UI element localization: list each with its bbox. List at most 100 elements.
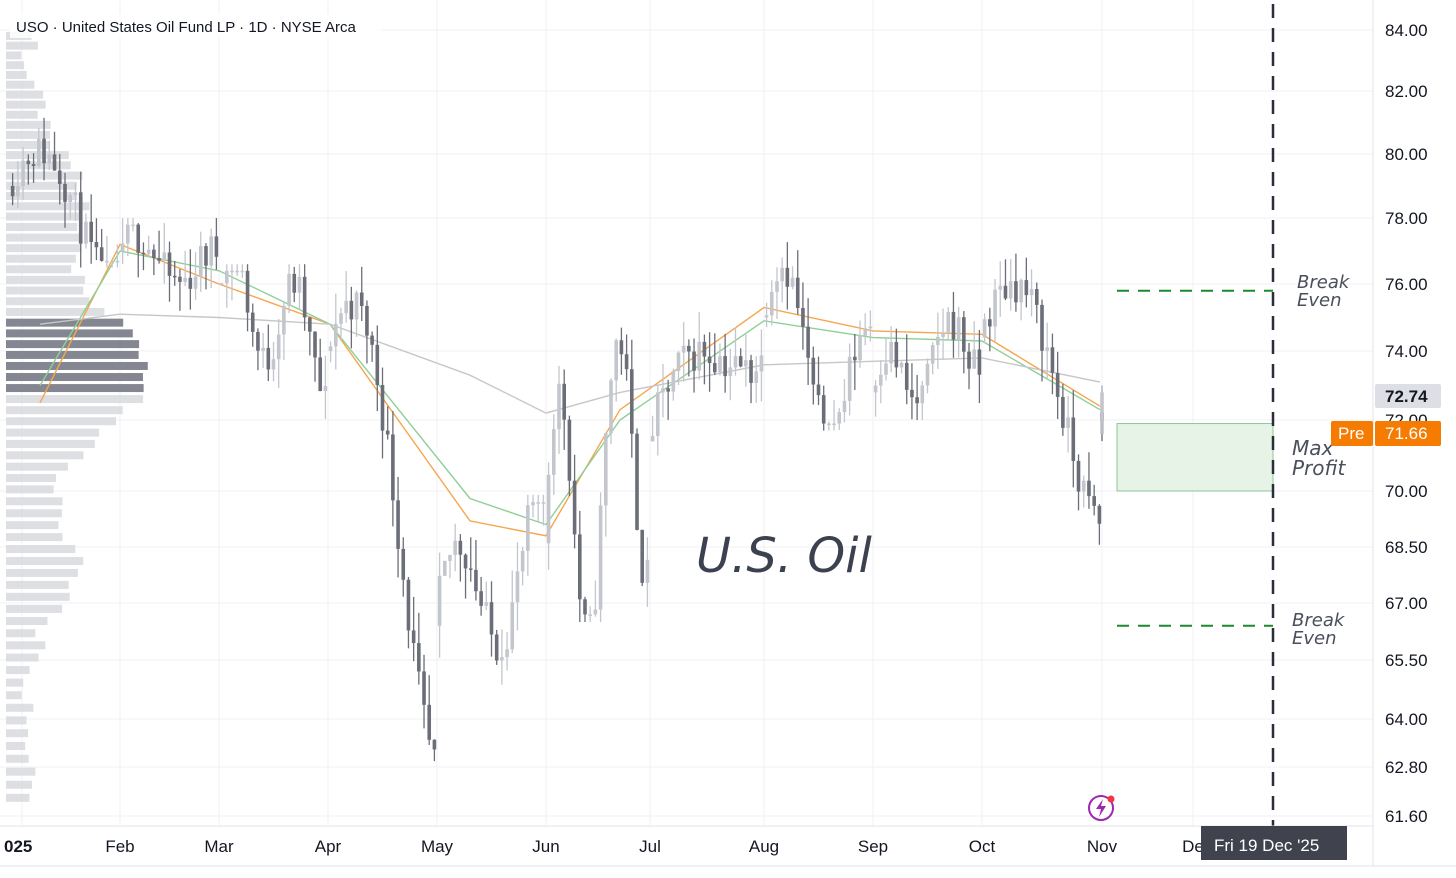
candle-body-3 xyxy=(26,160,31,165)
candle-body-155 xyxy=(816,384,821,396)
volume-profile-bar-60 xyxy=(6,691,22,700)
candle-body-107 xyxy=(567,419,572,481)
candle-body-160 xyxy=(842,400,847,413)
candle-body-24 xyxy=(136,224,141,253)
candle-body-186 xyxy=(977,349,982,375)
candle-body-199 xyxy=(1045,347,1050,351)
volume-profile-bar-48 xyxy=(6,545,76,554)
moving-averages xyxy=(39,243,1101,537)
candle-body-125 xyxy=(661,388,665,393)
moving-average-2 xyxy=(39,313,1101,414)
candle-body-26 xyxy=(146,249,151,254)
volume-profile-bar-31 xyxy=(6,350,139,359)
time-axis[interactable]: 025 Feb Mar Apr May Jun Jul Aug Sep Oct Nov De xyxy=(4,837,1204,856)
volume-profile-bar-38 xyxy=(6,428,100,437)
candle-body-15 xyxy=(89,221,93,243)
candlesticks xyxy=(10,117,1104,762)
last-price-label: 72.74 xyxy=(1385,387,1428,406)
volume-profile-bar-39 xyxy=(6,439,95,448)
candle-body-66 xyxy=(354,292,359,320)
candle-body-194 xyxy=(1019,280,1023,303)
candle-body-74 xyxy=(396,500,400,549)
candle-body-161 xyxy=(847,356,852,401)
candle-body-53 xyxy=(287,273,291,306)
candle-body-122 xyxy=(645,559,650,583)
volume-profile-bar-2 xyxy=(6,51,22,60)
pre-market-price-label: 71.66 xyxy=(1385,424,1428,443)
candle-body-117 xyxy=(619,340,624,355)
candle-body-46 xyxy=(250,312,255,332)
candle-body-92 xyxy=(489,602,494,635)
volume-profile-bar-26 xyxy=(6,297,90,306)
candle-body-105 xyxy=(557,383,561,430)
candle-body-19 xyxy=(110,260,114,263)
candle-body-84 xyxy=(448,554,452,561)
candle-body-192 xyxy=(1008,281,1013,299)
time-tick-3: Apr xyxy=(315,837,342,856)
price-tick-8: 68.50 xyxy=(1385,538,1428,557)
candle-body-0 xyxy=(10,186,15,197)
candle-body-17 xyxy=(99,247,104,261)
candle-body-184 xyxy=(967,351,971,369)
price-tick-10: 65.50 xyxy=(1385,651,1428,670)
candle-body-116 xyxy=(614,340,618,381)
candle-body-76 xyxy=(406,579,411,631)
candle-body-133 xyxy=(702,341,707,357)
candle-body-41 xyxy=(224,270,229,284)
candle-body-112 xyxy=(593,609,598,615)
price-tick-5: 74.00 xyxy=(1385,342,1428,361)
candle-body-128 xyxy=(676,352,681,371)
candle-body-138 xyxy=(728,367,733,377)
lightning-icon[interactable] xyxy=(1088,795,1115,821)
candle-body-167 xyxy=(878,374,883,386)
volume-profile-bar-25 xyxy=(6,286,84,295)
candle-body-30 xyxy=(167,252,172,276)
price-axis[interactable]: 84.0082.0080.0078.0076.0074.0072.0070.00… xyxy=(1385,21,1428,826)
volume-profile-bar-41 xyxy=(6,462,68,471)
candle-body-85 xyxy=(453,540,457,555)
candle-body-207 xyxy=(1087,480,1091,497)
candle-body-157 xyxy=(827,423,831,426)
candle-body-209 xyxy=(1097,505,1102,524)
candle-body-152 xyxy=(801,308,805,327)
chart-title: USO · United States Oil Fund LP · 1D · N… xyxy=(16,19,357,36)
candle-body-40 xyxy=(219,283,224,285)
candle-body-55 xyxy=(297,276,302,293)
candle-body-114 xyxy=(604,433,608,506)
candle-body-93 xyxy=(494,634,499,661)
volume-profile-bar-3 xyxy=(6,61,24,70)
candle-body-208 xyxy=(1092,496,1096,506)
candle-body-75 xyxy=(401,548,406,580)
volume-profile-bar-36 xyxy=(6,406,123,415)
volume-profile-bar-32 xyxy=(6,361,148,370)
candle-body-202 xyxy=(1061,396,1065,428)
candle-body-2 xyxy=(21,160,25,187)
candle-body-179 xyxy=(941,332,945,337)
volume-profile-bar-55 xyxy=(6,629,36,638)
candle-body-178 xyxy=(936,336,940,346)
candle-body-176 xyxy=(925,363,930,386)
crosshair-date-box xyxy=(1201,826,1347,860)
candle-body-78 xyxy=(417,643,421,672)
candle-body-151 xyxy=(795,277,800,309)
candle-body-129 xyxy=(681,345,686,353)
candle-body-34 xyxy=(188,277,193,289)
candle-body-132 xyxy=(697,341,702,371)
price-tick-13: 61.60 xyxy=(1385,807,1428,826)
candle-body-111 xyxy=(588,614,592,616)
candle-body-146 xyxy=(769,291,774,316)
candle-body-172 xyxy=(904,362,909,390)
volume-profile-bar-5 xyxy=(6,80,35,89)
candle-body-62 xyxy=(333,323,338,347)
time-tick-8: Sep xyxy=(858,837,888,856)
candle-body-121 xyxy=(640,529,644,583)
candle-body-106 xyxy=(562,383,566,420)
pre-market-tag xyxy=(1331,421,1373,446)
candle-body-63 xyxy=(339,313,343,324)
max-profit-zone xyxy=(1116,423,1274,492)
volume-profile-bar-67 xyxy=(6,780,32,789)
candle-body-61 xyxy=(328,346,333,351)
volume-profile-bar-1 xyxy=(6,41,38,50)
candle-body-58 xyxy=(313,331,317,358)
